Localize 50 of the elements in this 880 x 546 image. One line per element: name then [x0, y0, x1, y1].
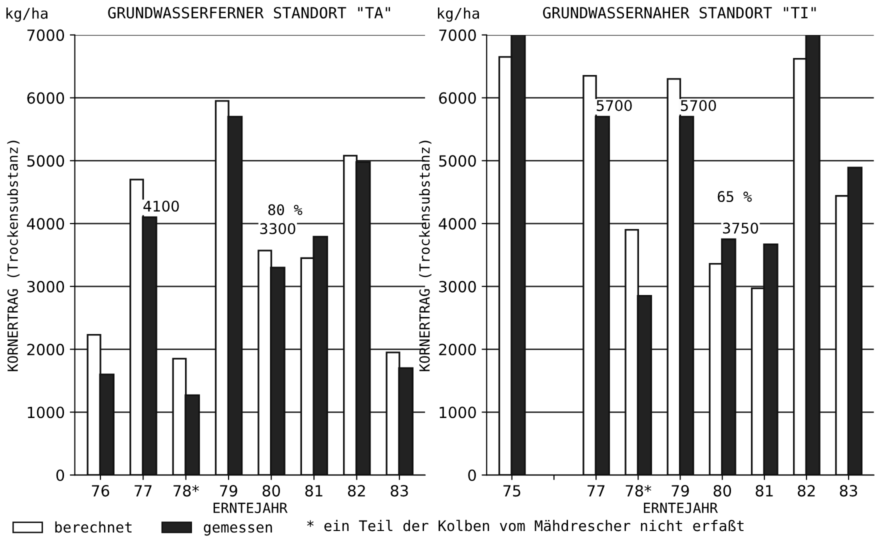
y-tick-label: 3000 — [439, 280, 476, 292]
y-tick-label: 7000 — [27, 29, 64, 41]
data-label: 4100 — [143, 200, 179, 212]
x-axis-title: ERNTEJAHR — [644, 502, 718, 514]
y-tick-label: 4000 — [26, 218, 64, 230]
data-label: 5700 — [680, 100, 716, 112]
text: kg/ha — [438, 8, 479, 22]
x-tick-label: 83 — [390, 485, 408, 497]
y-axis-title: KORNERTRAG (Trockensubstanz) — [419, 140, 432, 372]
x-tick-label: 83 — [840, 485, 858, 497]
y-tick-label: 6000 — [27, 92, 64, 104]
y-tick-label: 7000 — [439, 29, 476, 41]
data-label: 3750 — [723, 222, 758, 234]
y-tick-label: 5000 — [27, 155, 64, 167]
x-tick-label: 81 — [305, 485, 322, 497]
chart-title: GRUNDWASSERNAHER STANDORT "TI" — [543, 6, 816, 18]
chart-title: GRUNDWASSERFERNER STANDORT "TA" — [108, 6, 390, 18]
y-tick-label: 2000 — [439, 344, 476, 356]
y-tick-label: 2000 — [27, 344, 64, 356]
y-tick-label: 0 — [468, 469, 476, 482]
text: * ein Teil der Kolben vom Mähdrescher nicht erfaßt — [307, 520, 744, 532]
y-tick-label: 5000 — [439, 155, 476, 167]
annotation: 65 % — [718, 191, 752, 202]
x-tick-label: 78* — [626, 485, 652, 497]
y-axis-title: KORNERTRAG (Trockensubstanz) — [7, 140, 20, 372]
y-tick-label: 1000 — [440, 406, 476, 418]
legend-label: gemessen — [204, 524, 272, 536]
x-tick-label: 81 — [756, 485, 773, 497]
x-tick-label: 75 — [503, 485, 520, 497]
x-tick-label: 82 — [798, 485, 815, 497]
text: kg/ha — [6, 8, 48, 22]
legend-label: berechnet — [55, 521, 132, 533]
y-tick-label: 6000 — [439, 92, 476, 104]
x-tick-label: 80 — [262, 485, 280, 497]
x-tick-label: 79 — [672, 485, 689, 497]
y-tick-label: 3000 — [27, 280, 64, 292]
x-tick-label: 77 — [588, 485, 604, 496]
x-tick-label: 76 — [92, 485, 110, 497]
x-tick-label: 77 — [134, 485, 152, 496]
x-axis-title: ERNTEJAHR — [214, 502, 288, 514]
x-tick-label: 82 — [348, 485, 365, 497]
x-tick-label: 80 — [714, 485, 732, 497]
x-tick-label: 79 — [220, 485, 238, 497]
y-tick-label: 1000 — [28, 406, 64, 418]
data-label: 3300 — [260, 223, 296, 234]
annotation: 80 % — [268, 204, 302, 216]
y-tick-label: 4000 — [438, 218, 476, 230]
x-tick-label: 78* — [174, 485, 199, 497]
y-tick-label: 0 — [56, 469, 64, 482]
data-label: 5700 — [596, 100, 632, 112]
